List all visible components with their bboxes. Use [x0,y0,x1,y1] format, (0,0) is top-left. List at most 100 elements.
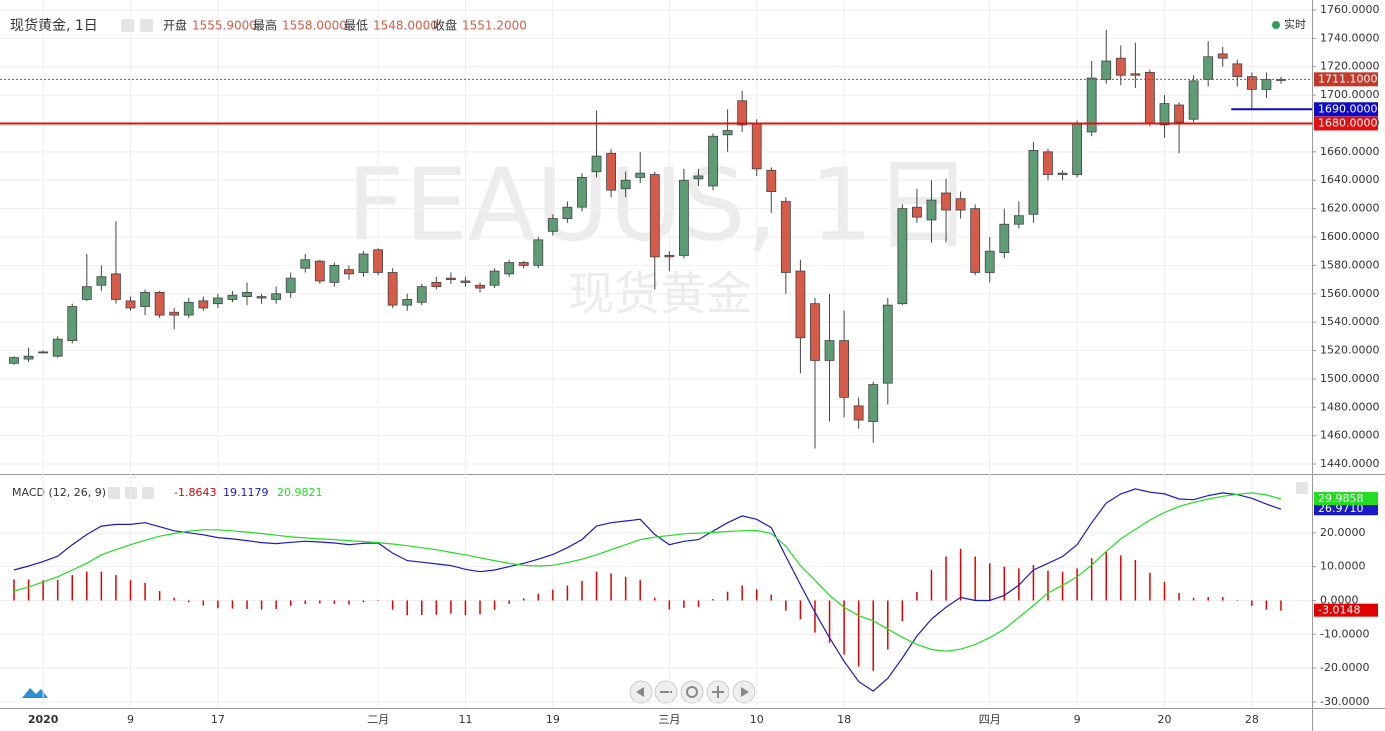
macd-histogram-bar [1207,597,1209,601]
macd-line [13,492,1282,652]
macd-close-icon[interactable] [142,487,154,499]
y-tick-label: 1660.0000 [1320,145,1380,158]
candle-body [1203,56,1214,80]
watermark: FEAUUS, 1日 [347,146,973,263]
x-tick-label: 20 [1157,713,1171,726]
candle-body [169,311,180,316]
macd-histogram-bar [86,571,88,601]
candle-body [242,291,252,298]
settings-icon[interactable] [121,19,134,32]
candle-body [1261,79,1272,90]
candle-body [52,338,63,357]
macd-histogram-bar [188,600,190,603]
zoom-in-icon [712,686,724,698]
macd-histogram-bar [275,600,277,609]
macd-histogram-bar [930,570,933,601]
macd-histogram-bar [71,575,74,601]
candle-body [722,130,733,136]
ohlc-value: 1548.0000 [373,19,438,33]
candle-body [1130,73,1141,76]
y-tick-label: -30.0000 [1320,695,1369,708]
macd-histogram-bar [13,579,15,601]
macd-histogram-bar [493,600,496,610]
macd-histogram-bar [377,600,379,601]
macd-legend-value: 20.9821 [277,486,323,499]
x-tick-label: 18 [837,713,851,726]
x-tick-label: 28 [1245,713,1259,726]
candle-body [518,262,529,266]
candle-body [533,239,544,266]
macd-histogram-bar [1251,600,1253,606]
candle-body [271,293,282,300]
close-icon[interactable] [140,19,153,32]
candle-body [1043,151,1053,175]
macd-histogram-bar [217,600,219,609]
status-dot [1272,21,1280,29]
macd-histogram-bar [785,600,787,611]
macd-histogram-bar [610,573,612,601]
candle-body [38,351,49,354]
candle-body [373,249,383,273]
macd-histogram-bar [857,600,860,667]
macd-histogram-bar [435,600,438,615]
macd-histogram-bar [231,600,234,609]
macd-histogram-bar [158,590,161,601]
last-value-label: 26.9710 [1318,502,1364,515]
candle-body [577,176,587,208]
macd-visibility-icon[interactable] [108,487,120,499]
candle-body [839,340,850,398]
candle-body [227,294,238,300]
macd-histogram-bar [1076,568,1078,601]
price-badge [1314,116,1378,131]
candle-body [868,384,879,422]
macd-histogram-bar [1236,600,1239,601]
candle-body [504,262,515,275]
candle-body [1159,103,1170,126]
macd-histogram-bar [1149,572,1151,601]
candle-body [955,198,966,211]
candle-body [853,405,864,421]
chart-title: 现货黄金, 1日 [10,17,98,34]
candle-body [1188,80,1199,120]
macd-histogram-bar [916,592,918,601]
macd-histogram-bar [421,600,423,616]
candle-body [547,218,558,232]
candle-body [635,172,646,178]
candle-body [912,206,922,218]
macd-histogram-bar [391,600,394,610]
macd-histogram-bar [945,556,947,601]
macd-histogram-bar [1265,600,1268,610]
logo-shape [22,688,48,698]
macd-histogram-bar [974,556,976,601]
candle-body [1013,215,1024,225]
macd-histogram-bar [173,597,175,601]
reset-button[interactable] [680,680,704,704]
macd-title: MACD (12, 26, 9) [12,486,106,499]
macd-histogram-bar [202,600,205,606]
macd-histogram-bar [959,548,962,601]
macd-histogram-bar [1061,571,1064,601]
y-tick-label: 1740.0000 [1320,31,1380,44]
macd-histogram-bar [654,597,656,601]
macd-histogram-bar [348,600,350,605]
macd-histogram-bar [683,600,685,608]
macd-histogram-bar [1280,600,1282,611]
candle-body [780,201,791,273]
panel-maximize[interactable] [1296,482,1308,494]
candle-body [620,179,631,190]
candle-body [882,304,893,384]
macd-histogram-bar [668,600,671,610]
macd-histogram-bar [100,571,103,601]
candle-body [693,175,704,180]
candle-body [489,270,500,286]
candle-body [111,273,121,300]
candle-body [766,169,777,192]
macd-histogram-bar [595,571,598,601]
candle-body [125,300,136,309]
candle-body [1115,57,1126,76]
macd-legend-value: 19.1179 [223,486,269,499]
candle-body [562,206,573,219]
y-tick-label: 1720.0000 [1320,60,1380,73]
candle-body [9,357,19,364]
